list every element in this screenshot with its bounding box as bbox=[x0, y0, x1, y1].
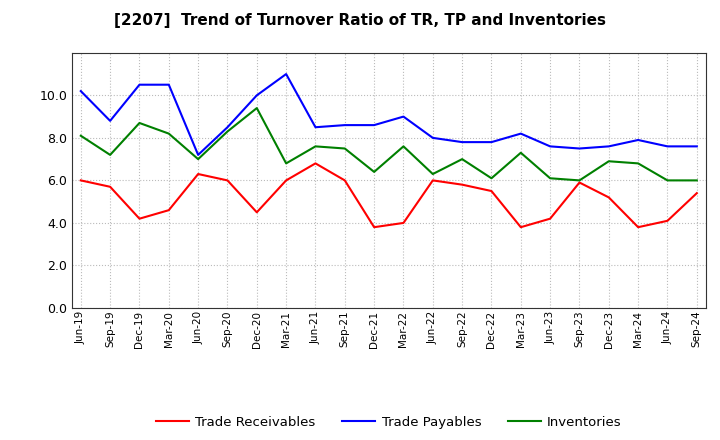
Inventories bbox=[458, 157, 467, 162]
Inventories bbox=[135, 121, 144, 126]
Trade Payables bbox=[194, 152, 202, 158]
Trade Receivables bbox=[458, 182, 467, 187]
Trade Receivables bbox=[605, 195, 613, 200]
Trade Receivables bbox=[428, 178, 437, 183]
Inventories bbox=[370, 169, 379, 175]
Line: Trade Payables: Trade Payables bbox=[81, 74, 697, 155]
Inventories bbox=[341, 146, 349, 151]
Trade Payables bbox=[516, 131, 525, 136]
Trade Receivables bbox=[223, 178, 232, 183]
Trade Receivables bbox=[370, 224, 379, 230]
Trade Payables bbox=[487, 139, 496, 145]
Trade Receivables bbox=[399, 220, 408, 226]
Trade Receivables bbox=[663, 218, 672, 224]
Trade Receivables bbox=[341, 178, 349, 183]
Trade Payables bbox=[575, 146, 584, 151]
Trade Receivables bbox=[634, 224, 642, 230]
Trade Receivables bbox=[253, 210, 261, 215]
Trade Payables bbox=[634, 137, 642, 143]
Trade Payables bbox=[253, 93, 261, 98]
Text: [2207]  Trend of Turnover Ratio of TR, TP and Inventories: [2207] Trend of Turnover Ratio of TR, TP… bbox=[114, 13, 606, 28]
Inventories bbox=[487, 176, 496, 181]
Trade Payables bbox=[399, 114, 408, 119]
Inventories bbox=[253, 106, 261, 111]
Inventories bbox=[106, 152, 114, 158]
Trade Payables bbox=[605, 144, 613, 149]
Inventories bbox=[663, 178, 672, 183]
Inventories bbox=[76, 133, 85, 139]
Trade Receivables bbox=[693, 191, 701, 196]
Trade Receivables bbox=[76, 178, 85, 183]
Trade Payables bbox=[282, 71, 290, 77]
Trade Payables bbox=[311, 125, 320, 130]
Trade Payables bbox=[370, 122, 379, 128]
Inventories bbox=[605, 159, 613, 164]
Inventories bbox=[164, 131, 173, 136]
Line: Inventories: Inventories bbox=[81, 108, 697, 180]
Line: Trade Receivables: Trade Receivables bbox=[81, 163, 697, 227]
Inventories bbox=[634, 161, 642, 166]
Inventories bbox=[516, 150, 525, 155]
Trade Payables bbox=[341, 122, 349, 128]
Inventories bbox=[428, 171, 437, 176]
Inventories bbox=[194, 157, 202, 162]
Inventories bbox=[546, 176, 554, 181]
Trade Payables bbox=[135, 82, 144, 87]
Inventories bbox=[575, 178, 584, 183]
Trade Payables bbox=[663, 144, 672, 149]
Trade Payables bbox=[223, 125, 232, 130]
Trade Receivables bbox=[106, 184, 114, 189]
Inventories bbox=[399, 144, 408, 149]
Trade Receivables bbox=[135, 216, 144, 221]
Trade Receivables bbox=[575, 180, 584, 185]
Trade Payables bbox=[458, 139, 467, 145]
Trade Receivables bbox=[487, 188, 496, 194]
Legend: Trade Receivables, Trade Payables, Inventories: Trade Receivables, Trade Payables, Inven… bbox=[150, 411, 627, 434]
Inventories bbox=[311, 144, 320, 149]
Trade Payables bbox=[428, 135, 437, 140]
Trade Receivables bbox=[194, 171, 202, 176]
Trade Payables bbox=[76, 88, 85, 94]
Inventories bbox=[282, 161, 290, 166]
Trade Receivables bbox=[164, 208, 173, 213]
Trade Payables bbox=[164, 82, 173, 87]
Trade Payables bbox=[106, 118, 114, 124]
Trade Receivables bbox=[311, 161, 320, 166]
Inventories bbox=[693, 178, 701, 183]
Trade Receivables bbox=[546, 216, 554, 221]
Trade Receivables bbox=[282, 178, 290, 183]
Trade Payables bbox=[693, 144, 701, 149]
Inventories bbox=[223, 129, 232, 134]
Trade Receivables bbox=[516, 224, 525, 230]
Trade Payables bbox=[546, 144, 554, 149]
